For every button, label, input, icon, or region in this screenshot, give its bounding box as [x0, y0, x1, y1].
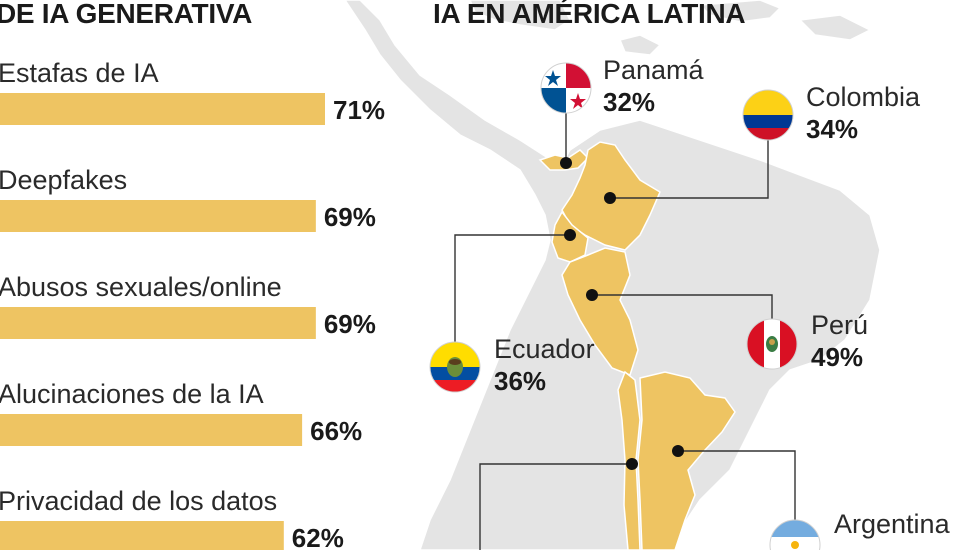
bar-estafas-de-ia — [0, 93, 325, 125]
bar-label-abusos-sexuales-online: Abusos sexuales/online — [0, 272, 282, 302]
callout-line-peru — [592, 294, 773, 320]
dot-colombia — [604, 192, 616, 204]
country-name-peru: Perú — [811, 310, 869, 340]
bar-value-deepfakes: 69% — [324, 202, 376, 232]
bar-chart: Estafas de IA 71% Deepfakes 69% Abusos sexua… — [0, 58, 385, 550]
bar-value-privacidad-de-los-datos: 62% — [292, 523, 344, 550]
map-dots — [560, 157, 684, 470]
dot-ecuador — [564, 229, 576, 241]
callout-line-colombia — [610, 140, 769, 199]
bar-privacidad-de-los-datos — [0, 521, 284, 550]
country-name-ecuador: Ecuador — [494, 334, 595, 364]
map-heading: IA EN AMÉRICA LATINA — [433, 0, 746, 29]
bar-alucinaciones-de-la-ia — [0, 414, 303, 446]
bar-label-deepfakes: Deepfakes — [0, 165, 127, 195]
country-label-panama: Panamá 32% — [603, 54, 704, 118]
dot-chile — [626, 458, 638, 470]
map-callouts — [454, 113, 796, 550]
bar-value-abusos-sexuales-online: 69% — [324, 309, 376, 339]
peru-flag-icon — [746, 318, 798, 370]
callout-line-argentina — [678, 450, 796, 520]
country-name-colombia: Colombia — [806, 82, 921, 112]
dot-peru — [586, 289, 598, 301]
map-argentina — [637, 371, 736, 550]
panama-flag-icon — [540, 62, 592, 114]
country-value-panama: 32% — [603, 87, 656, 117]
country-label-argentina: Argentina — [834, 508, 950, 540]
argentina-flag-icon — [769, 519, 821, 550]
country-value-peru: 49% — [811, 342, 864, 372]
dot-argentina — [672, 445, 684, 457]
bar-abusos-sexuales-online — [0, 307, 316, 339]
country-name-argentina: Argentina — [834, 509, 950, 539]
callout-line-chile — [479, 463, 632, 550]
country-name-panama: Panamá — [603, 55, 704, 85]
country-value-colombia: 34% — [806, 114, 859, 144]
country-label-ecuador: Ecuador 36% — [494, 333, 595, 397]
bar-chart-heading: DE IA GENERATIVA — [0, 0, 253, 29]
bar-label-estafas-de-ia: Estafas de IA — [0, 58, 159, 88]
bar-deepfakes — [0, 200, 316, 232]
country-label-peru: Perú 49% — [811, 309, 868, 373]
bar-value-estafas-de-ia: 71% — [333, 95, 385, 125]
colombia-flag-icon — [742, 89, 794, 141]
callout-line-ecuador — [454, 234, 570, 342]
map-peru — [561, 247, 639, 376]
bar-value-alucinaciones-de-la-ia: 66% — [310, 416, 362, 446]
ecuador-flag-icon — [429, 341, 481, 393]
country-label-colombia: Colombia 34% — [806, 81, 920, 145]
bar-label-privacidad-de-los-datos: Privacidad de los datos — [0, 486, 277, 516]
dot-panama — [560, 157, 572, 169]
country-value-ecuador: 36% — [494, 366, 547, 396]
bar-label-alucinaciones-de-la-ia: Alucinaciones de la IA — [0, 379, 264, 409]
